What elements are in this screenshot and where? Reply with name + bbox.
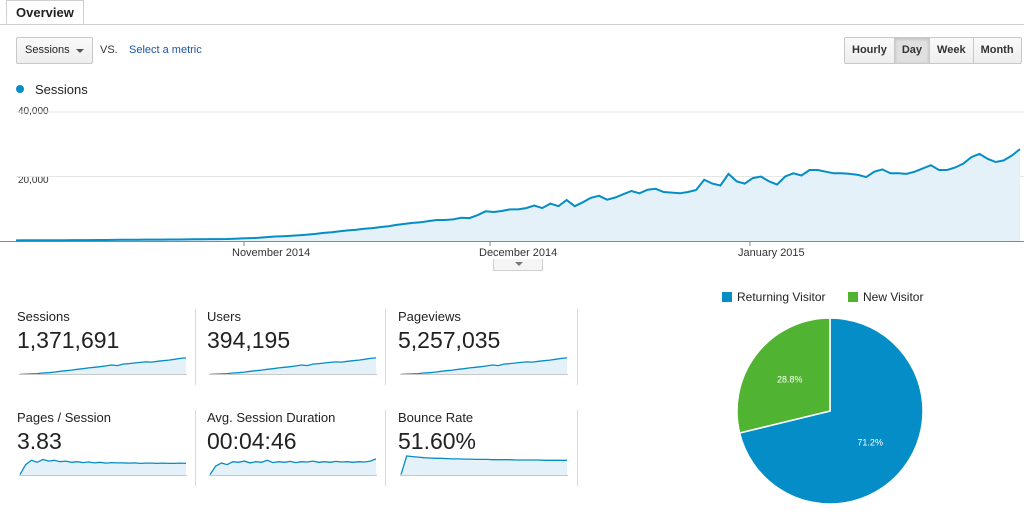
sparkline: [19, 458, 187, 476]
x-tick-label: December 2014: [479, 247, 558, 259]
tab-bar: Overview: [0, 0, 1024, 25]
scorecard-value: 51.60%: [398, 428, 477, 454]
caret-down-icon: [515, 262, 523, 266]
metric-select-label: Sessions: [25, 44, 70, 56]
x-tick-label: November 2014: [232, 247, 311, 259]
scorecard-label: Bounce Rate: [398, 410, 474, 425]
scorecard-avg-session-duration[interactable]: Avg. Session Duration 00:04:46: [207, 410, 397, 500]
sparkline-area: [20, 459, 186, 476]
tab-overview[interactable]: Overview: [6, 0, 84, 24]
sessions-area: [16, 149, 1020, 241]
scorecard-label: Users: [207, 309, 241, 324]
card-divider: [385, 309, 386, 385]
scorecard-label: Pageviews: [398, 309, 461, 324]
scorecard-bounce-rate[interactable]: Bounce Rate 51.60%: [398, 410, 588, 500]
sparkline: [19, 357, 187, 376]
sparkline: [209, 458, 377, 476]
card-divider: [195, 410, 196, 486]
scorecard-label: Pages / Session: [17, 410, 111, 425]
legend-swatch-icon: [848, 292, 858, 302]
chart-legend-label: Sessions: [35, 82, 88, 97]
hourly-button[interactable]: Hourly: [844, 37, 895, 64]
sparkline: [209, 357, 377, 376]
sparkline: [400, 357, 568, 376]
scorecard-pages-per-session[interactable]: Pages / Session 3.83: [17, 410, 207, 500]
sparkline-area: [401, 456, 567, 476]
sessions-line-chart[interactable]: [0, 100, 1024, 260]
metric-select[interactable]: Sessions: [16, 37, 93, 64]
sparkline-line: [400, 357, 568, 376]
scorecard-value: 394,195: [207, 327, 291, 353]
pie-legend-label: New Visitor: [863, 290, 924, 304]
sparkline-line: [209, 357, 377, 376]
card-divider: [195, 309, 196, 385]
scorecard-value: 5,257,035: [398, 327, 501, 353]
scorecard-label: Avg. Session Duration: [207, 410, 336, 425]
scorecard-users[interactable]: Users 394,195: [207, 309, 397, 399]
card-divider: [577, 309, 578, 385]
visitor-type-pie-chart[interactable]: 71.2% 28.8%: [735, 316, 935, 516]
sessions-line: [15, 148, 1021, 242]
y-tick-label: 20,000: [18, 175, 49, 186]
week-button[interactable]: Week: [929, 37, 974, 64]
pie-legend-new[interactable]: New Visitor: [848, 290, 923, 304]
scorecard-value: 1,371,691: [17, 327, 120, 353]
x-tick-label: January 2015: [738, 247, 805, 259]
pie-legend-returning[interactable]: Returning Visitor: [722, 290, 826, 304]
card-divider: [577, 410, 578, 486]
day-button[interactable]: Day: [893, 37, 931, 64]
collapse-chart-button[interactable]: [493, 259, 543, 271]
scorecard-value: 00:04:46: [207, 428, 297, 454]
month-button[interactable]: Month: [972, 37, 1022, 64]
select-metric-link[interactable]: Select a metric: [129, 44, 202, 56]
card-divider: [385, 410, 386, 486]
scorecard-sessions[interactable]: Sessions 1,371,691: [17, 309, 207, 399]
pie-slice-label: 71.2%: [857, 438, 883, 448]
pie-slice-label: 28.8%: [777, 374, 803, 384]
sparkline-line: [19, 458, 187, 475]
sparkline-line: [19, 357, 187, 376]
scorecard-label: Sessions: [17, 309, 70, 324]
sparkline: [400, 455, 568, 476]
scorecard-pageviews[interactable]: Pageviews 5,257,035: [398, 309, 588, 399]
pie-legend-label: Returning Visitor: [737, 290, 826, 304]
chevron-down-icon: [76, 49, 84, 53]
pie-slice-new[interactable]: [736, 317, 831, 434]
vs-label: VS.: [100, 44, 118, 56]
sparkline-line: [209, 458, 377, 475]
legend-dot-icon: [16, 85, 24, 93]
legend-swatch-icon: [722, 292, 732, 302]
pie-slice-returning[interactable]: [738, 317, 924, 505]
scorecard-value: 3.83: [17, 428, 62, 454]
granularity-group: Hourly Day Week Month: [844, 37, 1022, 64]
sparkline-line: [400, 455, 567, 475]
